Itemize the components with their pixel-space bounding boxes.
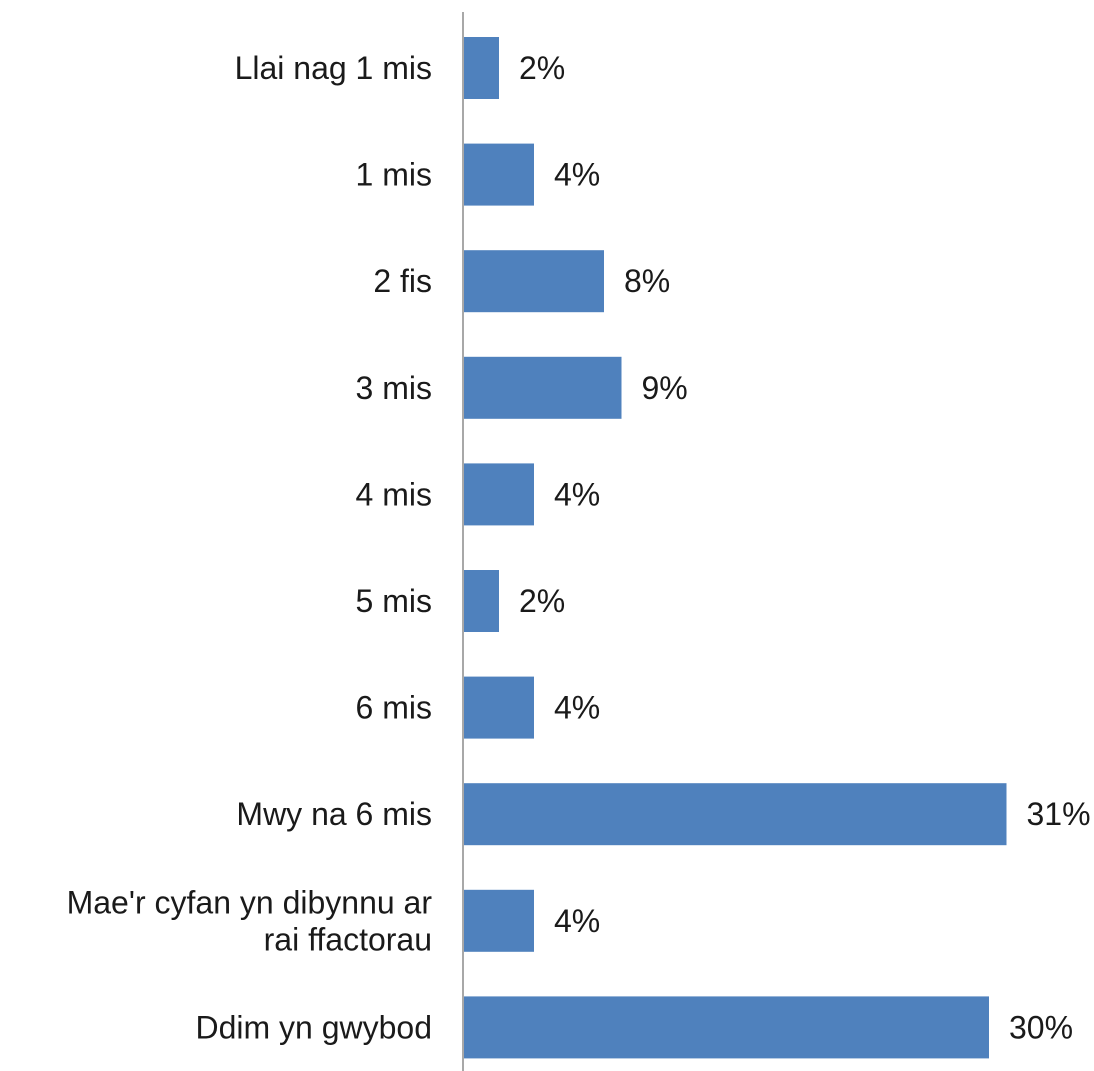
category-label-1: 1 mis [356,157,432,193]
data-label-0: 2% [519,50,565,86]
data-label-1: 4% [554,157,600,193]
bar-7 [464,783,1007,846]
category-label-2: 2 fis [373,263,432,299]
bar-3 [464,356,622,419]
bar-4 [464,463,534,526]
data-label-2: 8% [624,263,670,299]
bar-5 [464,570,499,632]
bar-9 [464,996,989,1059]
data-label-5: 2% [519,583,565,619]
data-label-4: 4% [554,476,600,512]
bar-6 [464,676,534,739]
category-label-6: 6 mis [356,690,432,726]
bar-1 [464,143,534,206]
category-label-0: Llai nag 1 mis [235,50,432,86]
category-label-3: 3 mis [356,370,432,406]
bar-0 [464,37,499,99]
category-label-9: Ddim yn gwybod [195,1009,432,1045]
data-label-7: 31% [1027,796,1091,832]
bar-2 [464,250,604,313]
bar-8 [464,889,534,952]
data-label-8: 4% [554,903,600,939]
data-label-3: 9% [642,370,688,406]
data-label-9: 30% [1009,1009,1073,1045]
category-label-8: Mae'r cyfan yn dibynnu ar rai ffactorau [67,884,433,957]
category-label-4: 4 mis [356,476,432,512]
category-label-7: Mwy na 6 mis [236,796,432,832]
data-label-6: 4% [554,690,600,726]
category-label-5: 5 mis [356,583,432,619]
